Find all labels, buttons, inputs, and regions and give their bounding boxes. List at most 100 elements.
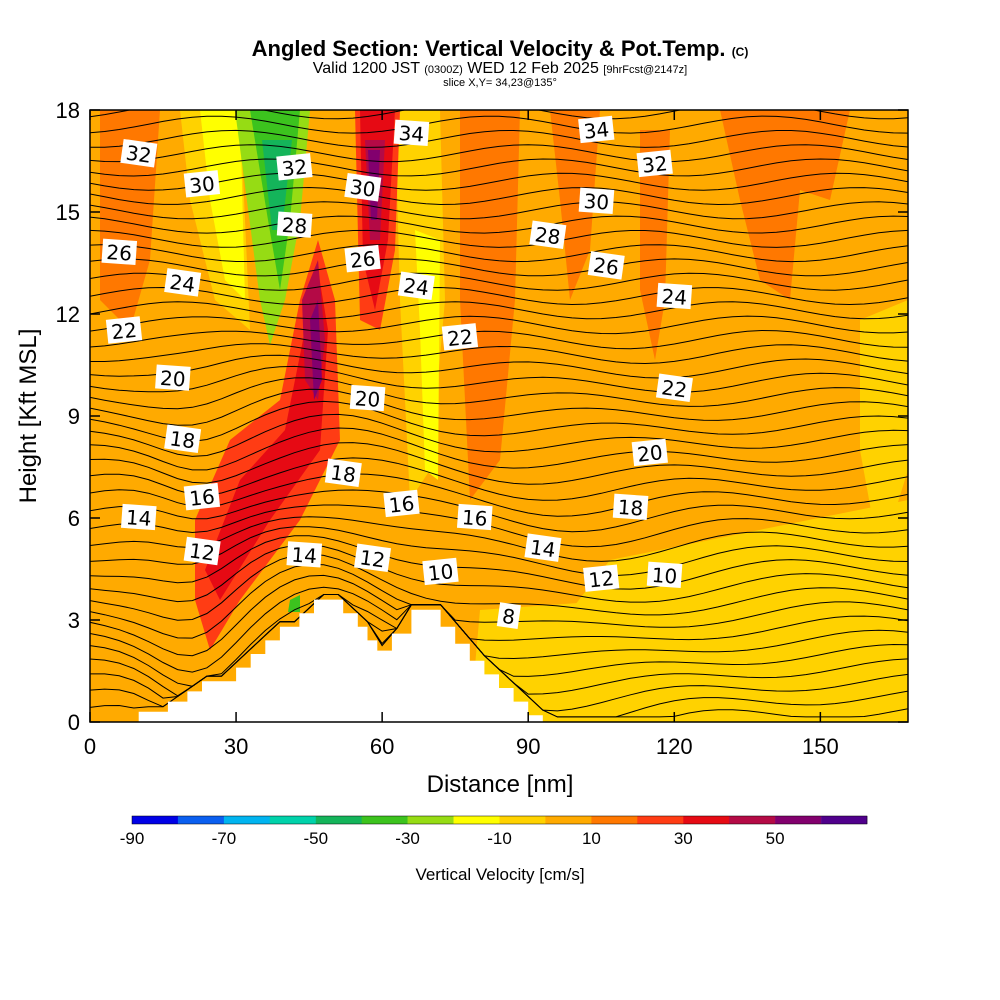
theta-label-text: 24	[661, 284, 688, 310]
x-tick-label: 90	[516, 734, 540, 759]
theta-label-box	[397, 271, 435, 301]
y-tick-label: 18	[56, 98, 80, 123]
theta-label-text: 22	[660, 375, 689, 402]
theta-contour-line	[90, 103, 908, 104]
theta-label: 32	[276, 153, 313, 181]
y-tick-label: 12	[56, 302, 80, 327]
theta-label-text: 30	[188, 172, 216, 199]
theta-label-text: 32	[641, 151, 669, 178]
theta-contour-line	[90, 526, 908, 577]
theta-label-text: 22	[110, 318, 138, 345]
title-suffix: (C)	[731, 45, 749, 59]
theta-contour-line	[90, 427, 908, 471]
chart-title: Angled Section: Vertical Velocity & Pot.…	[0, 36, 1000, 62]
theta-label: 14	[120, 503, 157, 531]
theta-label-text: 30	[348, 175, 377, 202]
y-tick-label: 9	[68, 404, 80, 429]
theta-label-text: 20	[354, 386, 381, 412]
theta-label-box	[183, 536, 221, 566]
theta-contour-line	[90, 442, 908, 485]
theta-label-text: 20	[636, 440, 664, 467]
theta-label-box	[456, 503, 493, 531]
x-tick-label: 0	[84, 734, 96, 759]
updraft-region	[550, 110, 600, 300]
colorbar-swatch	[545, 816, 592, 824]
theta-contour-line	[90, 215, 908, 234]
theta-label-text: 26	[106, 240, 133, 266]
theta-contour-line	[90, 244, 908, 263]
theta-label-text: 34	[582, 117, 610, 144]
theta-label-box	[646, 561, 683, 588]
theta-contour-line	[90, 115, 908, 134]
terrain	[90, 599, 543, 722]
theta-label: 18	[612, 493, 649, 521]
x-tick-label: 120	[656, 734, 693, 759]
theta-label: 16	[383, 489, 420, 518]
theta-label: 14	[286, 541, 323, 569]
theta-label-box	[655, 373, 693, 403]
theta-label-box	[101, 238, 138, 265]
theta-label: 12	[354, 543, 392, 572]
colorbar-swatch	[775, 816, 822, 824]
theta-label-text: 20	[159, 366, 186, 392]
theta-contour-line	[90, 377, 908, 410]
theta-label: 18	[164, 424, 202, 454]
colorbar-tick-label: 10	[582, 829, 601, 848]
theta-contour-line	[90, 473, 908, 517]
theta-label: 24	[164, 268, 202, 297]
theta-label: 16	[456, 503, 493, 531]
theta-contour-line	[90, 365, 908, 393]
colorbar-swatch	[591, 816, 638, 824]
theta-contour-line	[90, 172, 908, 191]
theta-label-box	[324, 458, 362, 488]
x-tick-label: 150	[802, 734, 839, 759]
y-axis-label: Height [Kft MSL]	[15, 329, 42, 504]
theta-label: 8	[496, 602, 521, 629]
theta-label-text: 18	[168, 426, 197, 453]
y-tick-label: 6	[68, 506, 80, 531]
theta-contour-line	[90, 489, 908, 533]
x-tick-label: 60	[370, 734, 394, 759]
theta-label-text: 28	[533, 222, 562, 249]
colorbar-swatch	[683, 816, 730, 824]
theta-label: 26	[101, 238, 138, 266]
theta-label-text: 24	[168, 270, 197, 297]
theta-label-text: 26	[592, 253, 621, 280]
y-tick-label: 0	[68, 710, 80, 735]
colorbar-tick-label: -10	[487, 829, 512, 848]
theta-label-box	[529, 220, 567, 250]
theta-label-box	[393, 119, 430, 146]
theta-label-text: 10	[651, 563, 678, 589]
colorbar-swatch	[361, 816, 408, 824]
theta-label: 24	[656, 282, 693, 310]
theta-label-box	[120, 138, 158, 168]
colorbar-swatch	[132, 816, 179, 824]
theta-contour-line	[90, 258, 908, 277]
theta-label: 34	[393, 119, 430, 147]
theta-label-box	[164, 424, 202, 454]
theta-label-text: 12	[358, 545, 387, 572]
theta-label-box	[587, 251, 625, 280]
theta-contour-line	[90, 400, 908, 442]
theta-label: 20	[631, 438, 668, 467]
plot-area: 32 30 26 24 22 20 18 16 14 12 32 28 30 26 34 24 22 20 18 16…	[90, 103, 908, 722]
valid-utc: (0300Z)	[424, 64, 463, 76]
theta-label-text: 30	[583, 189, 610, 215]
theta-contour-line	[90, 229, 908, 248]
theta-label-box	[441, 323, 479, 351]
theta-contour-line	[90, 144, 908, 163]
theta-label-text: 14	[291, 543, 318, 569]
theta-label-text: 12	[587, 566, 615, 593]
theta-label: 30	[578, 187, 615, 215]
theta-label: 28	[529, 220, 567, 250]
theta-label-box	[164, 268, 202, 297]
downdraft-core	[288, 595, 300, 612]
theta-label: 24	[397, 271, 435, 301]
theta-label: 10	[422, 557, 459, 586]
theta-label: 12	[183, 536, 221, 566]
theta-contour-line	[90, 286, 908, 306]
theta-contour-line	[90, 504, 908, 548]
theta-label-box	[422, 557, 459, 586]
y-tick-label: 15	[56, 200, 80, 225]
theta-label-text: 14	[529, 535, 558, 562]
